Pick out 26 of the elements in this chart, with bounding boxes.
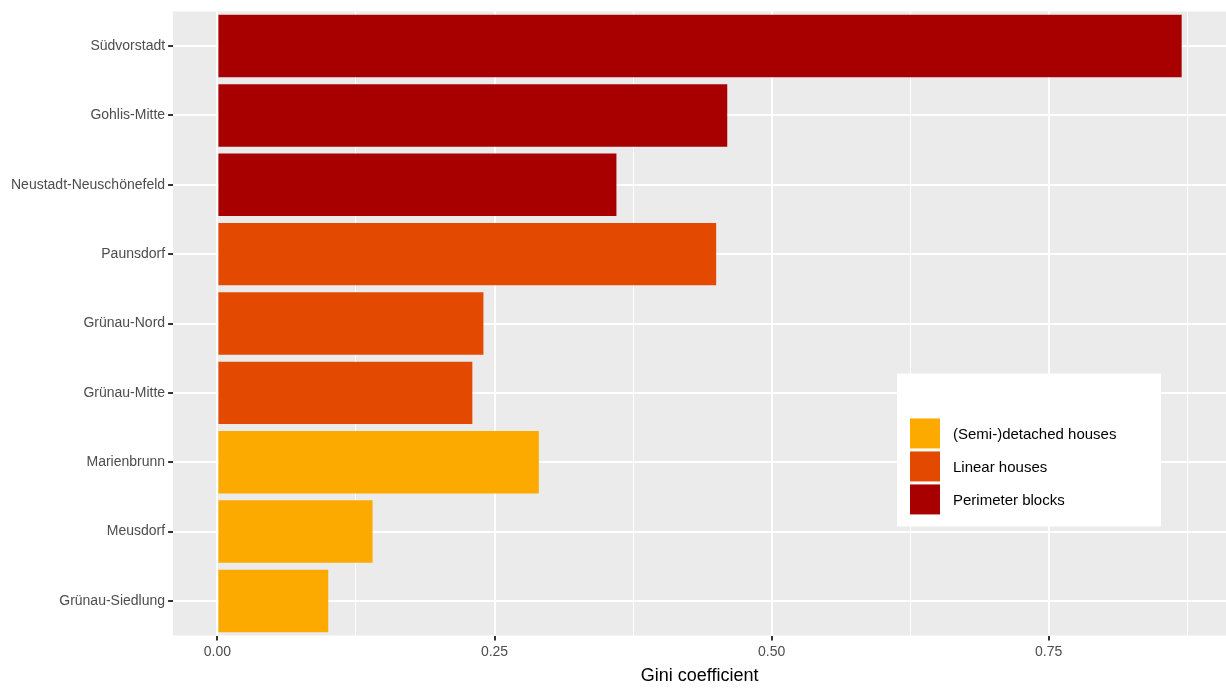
bar [218, 431, 539, 494]
y-tick-label: Paunsdorf [101, 245, 166, 261]
x-tick-label: 0.50 [757, 642, 786, 659]
legend-label: Perimeter blocks [953, 490, 1065, 508]
legend-label: (Semi-)detached houses [953, 424, 1117, 442]
y-tick-label: Marienbrunn [86, 453, 166, 470]
y-tick-label: Meusdorf [106, 522, 166, 539]
y-tick-label: Grünau-Mitte [83, 383, 166, 400]
x-tick-label: 0.00 [203, 642, 232, 659]
bar [218, 500, 373, 563]
legend-label: Linear houses [953, 457, 1048, 475]
bar [218, 153, 617, 216]
y-tick-label: Grünau-Nord [83, 314, 166, 331]
bar [218, 569, 329, 633]
bar [218, 84, 728, 147]
bar [218, 361, 473, 425]
y-tick-label: Südvorstadt [90, 36, 166, 53]
bar [218, 222, 717, 286]
bar [218, 14, 1182, 78]
bar [218, 292, 484, 355]
y-tick-label: Gohlis-Mitte [90, 106, 166, 123]
y-tick-label: Neustadt-Neuschönefeld [10, 175, 166, 192]
x-axis-title: Gini coefficient [640, 665, 759, 686]
x-tick-label: 0.25 [480, 642, 509, 659]
y-tick-label: Grünau-Siedlung [59, 591, 166, 608]
x-tick-label: 0.75 [1035, 642, 1063, 659]
